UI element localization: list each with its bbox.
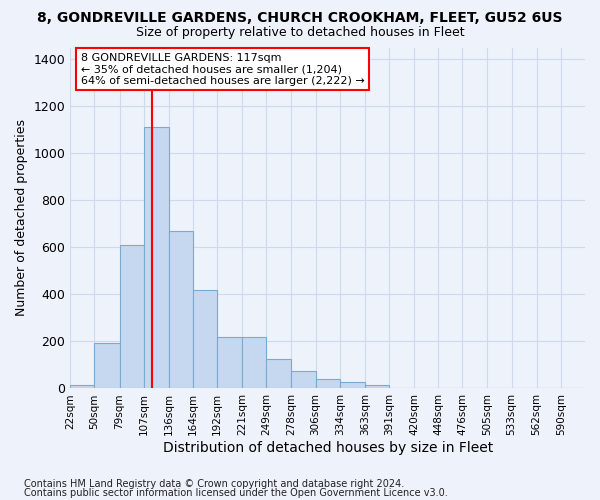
- Y-axis label: Number of detached properties: Number of detached properties: [15, 120, 28, 316]
- Bar: [169, 231, 193, 388]
- Text: 8 GONDREVILLE GARDENS: 117sqm
← 35% of detached houses are smaller (1,204)
64% o: 8 GONDREVILLE GARDENS: 117sqm ← 35% of d…: [80, 52, 364, 86]
- Text: Size of property relative to detached houses in Fleet: Size of property relative to detached ho…: [136, 26, 464, 39]
- Bar: [119, 245, 143, 388]
- Bar: [193, 290, 217, 388]
- Bar: [70, 385, 94, 388]
- Bar: [94, 342, 119, 388]
- Bar: [217, 336, 242, 388]
- Bar: [292, 371, 316, 388]
- Text: Contains public sector information licensed under the Open Government Licence v3: Contains public sector information licen…: [24, 488, 448, 498]
- X-axis label: Distribution of detached houses by size in Fleet: Distribution of detached houses by size …: [163, 441, 493, 455]
- Text: 8, GONDREVILLE GARDENS, CHURCH CROOKHAM, FLEET, GU52 6US: 8, GONDREVILLE GARDENS, CHURCH CROOKHAM,…: [37, 11, 563, 25]
- Bar: [266, 359, 292, 388]
- Bar: [143, 128, 169, 388]
- Bar: [365, 385, 389, 388]
- Bar: [316, 379, 340, 388]
- Bar: [242, 336, 266, 388]
- Bar: [340, 382, 365, 388]
- Text: Contains HM Land Registry data © Crown copyright and database right 2024.: Contains HM Land Registry data © Crown c…: [24, 479, 404, 489]
